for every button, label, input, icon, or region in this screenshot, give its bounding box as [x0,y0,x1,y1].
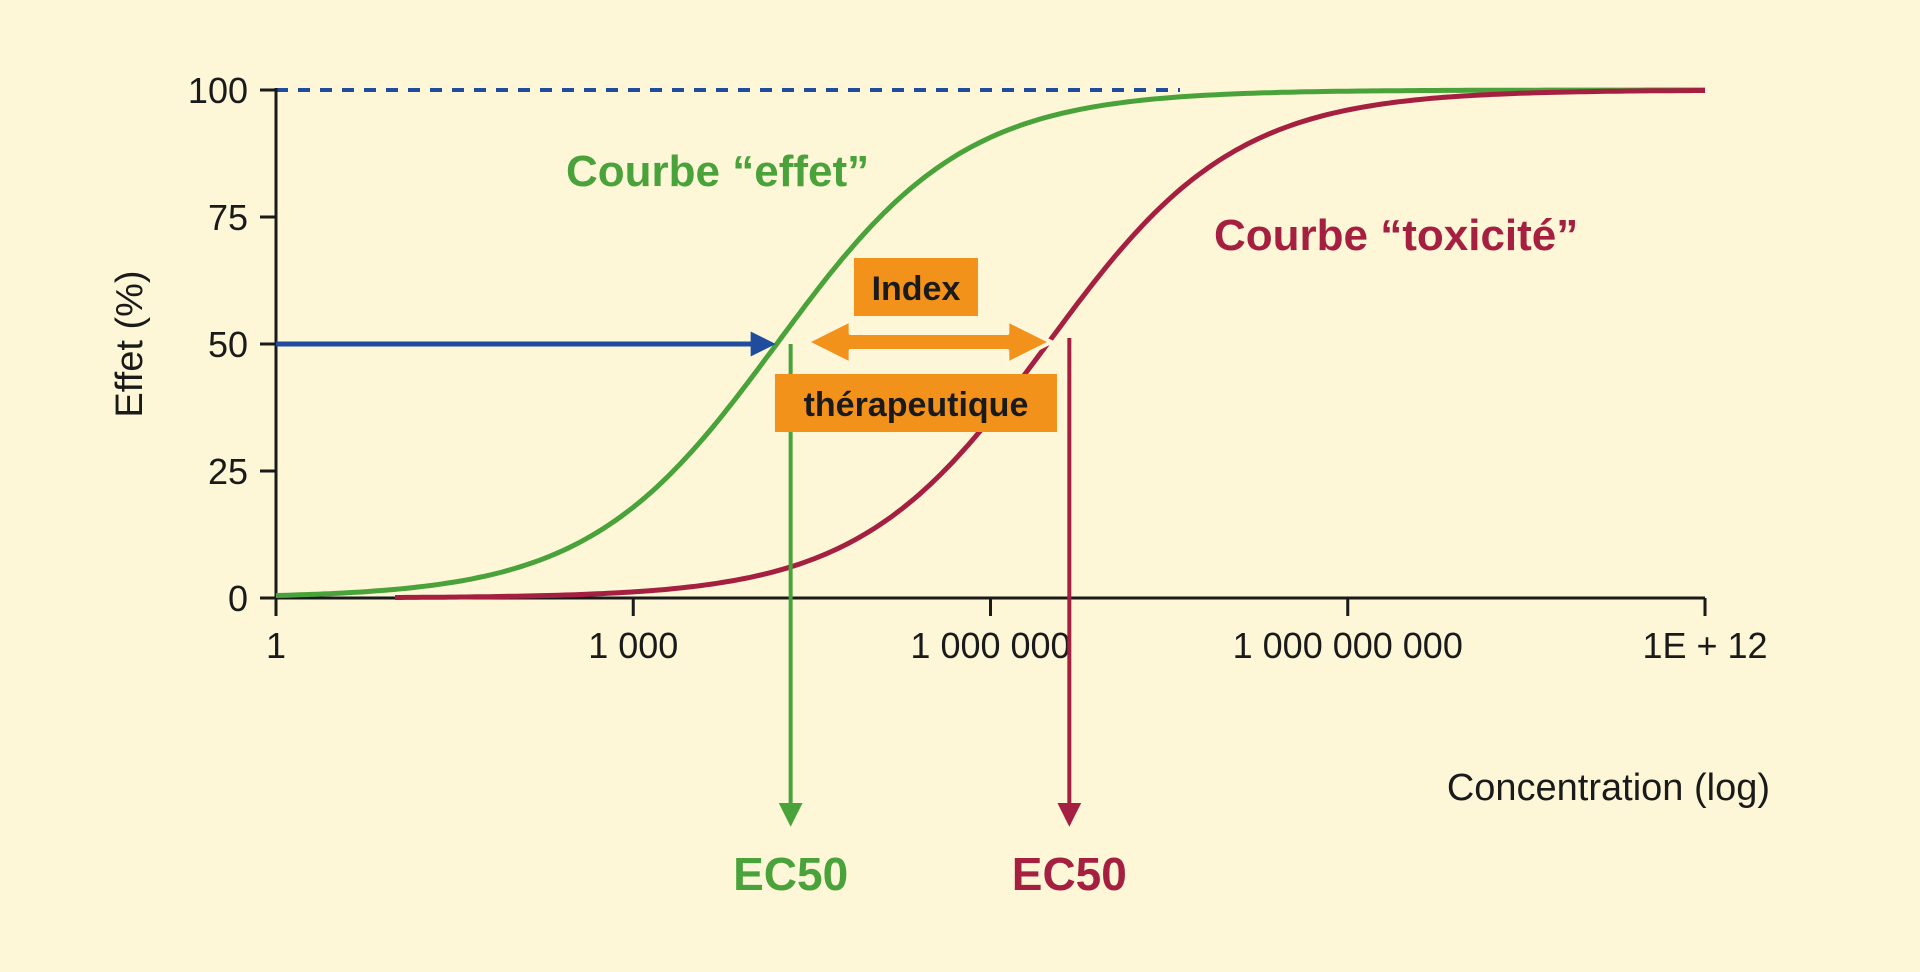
y-ticks: 0 25 50 75 100 [188,70,276,619]
index-double-arrow [804,318,1054,366]
effect-series-label: Courbe “effet” [566,147,869,196]
x-tick-label: 1E + 12 [1642,625,1767,666]
x-tick-label: 1 [266,625,286,666]
toxicity-series-label: Courbe “toxicité” [1214,211,1578,260]
effect-curve [275,87,1705,598]
x-tick-label: 1 000 [588,625,678,666]
y-tick-label: 100 [188,70,248,111]
y-tick-label: 50 [208,324,248,365]
effect-ec50-label: EC50 [733,848,848,900]
index-top-label: Index [872,270,961,308]
therapeutic-index-annotation: Index thérapeutique [774,258,1057,432]
index-bottom-box [774,374,1057,432]
x-tick-label: 1 000 000 [910,625,1070,666]
y-tick-label: 75 [208,197,248,238]
y-axis-title: Effet (%) [109,270,151,417]
x-tick-label: 1 000 000 000 [1233,625,1463,666]
index-top-box [853,258,978,316]
x-ticks: 1 1 000 1 000 000 1 000 000 000 1E + 12 [266,598,1768,666]
toxicity-ec50-label: EC50 [1012,848,1127,900]
x-axis-title: Concentration (log) [1447,767,1770,809]
y-tick-label: 0 [228,578,248,619]
y-tick-label: 25 [208,451,248,492]
index-bottom-label: thérapeutique [804,386,1029,424]
